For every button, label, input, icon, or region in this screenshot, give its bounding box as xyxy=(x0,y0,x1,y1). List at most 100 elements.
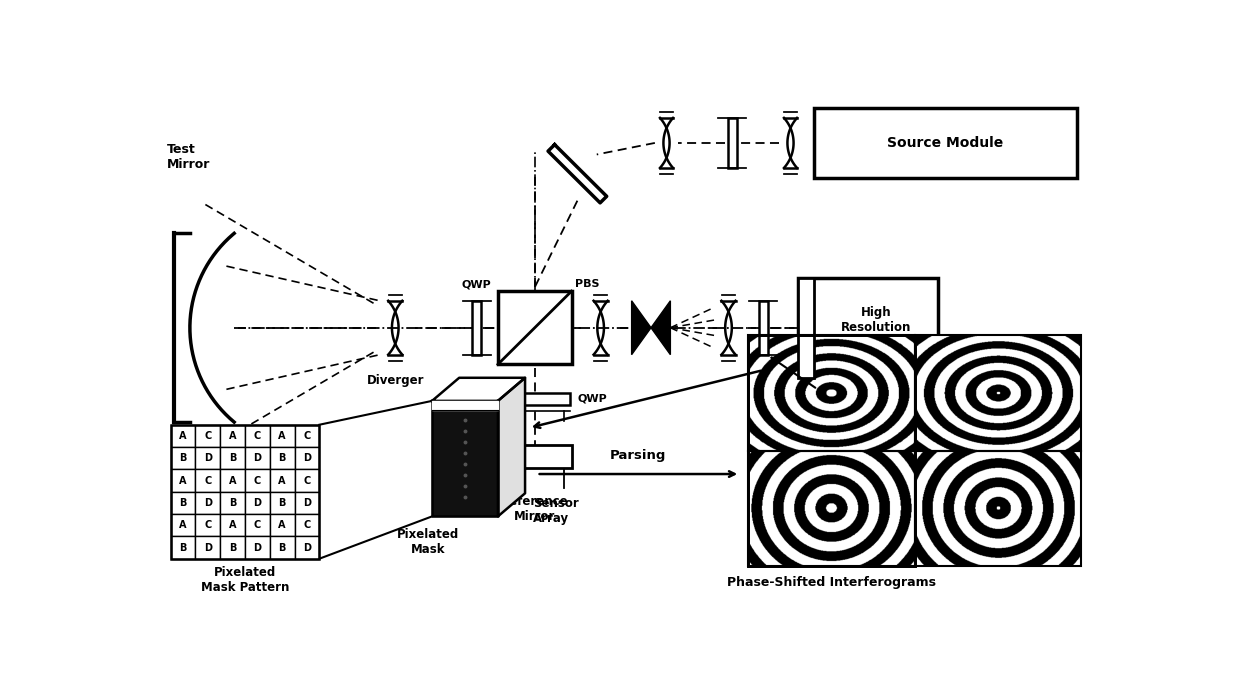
Bar xyxy=(221,492,246,514)
Text: A: A xyxy=(179,475,187,486)
Text: PBS: PBS xyxy=(575,279,600,289)
Polygon shape xyxy=(548,144,606,203)
Bar xyxy=(270,447,295,469)
Bar xyxy=(246,514,270,537)
Bar xyxy=(171,424,320,559)
Text: A: A xyxy=(278,520,286,530)
Bar xyxy=(748,335,915,567)
Bar xyxy=(295,537,320,559)
Bar xyxy=(221,424,246,447)
Bar xyxy=(728,118,737,168)
Bar xyxy=(171,447,196,469)
Bar xyxy=(221,514,246,537)
Text: D: D xyxy=(203,453,212,464)
Bar xyxy=(171,469,196,492)
Bar xyxy=(498,445,572,468)
Bar xyxy=(759,301,768,355)
Text: Pixelated
Mask: Pixelated Mask xyxy=(397,528,459,556)
Bar xyxy=(221,447,246,469)
Bar xyxy=(270,514,295,537)
Bar xyxy=(246,447,270,469)
Text: A: A xyxy=(179,431,187,441)
Polygon shape xyxy=(631,301,651,355)
Text: D: D xyxy=(253,498,262,508)
Text: B: B xyxy=(229,542,236,553)
Bar xyxy=(221,469,246,492)
Bar xyxy=(246,537,270,559)
Text: Pixelated
Mask Pattern: Pixelated Mask Pattern xyxy=(201,567,289,595)
Text: Sensor
Array: Sensor Array xyxy=(533,497,579,525)
Bar xyxy=(295,514,320,537)
Bar xyxy=(196,469,221,492)
Text: C: C xyxy=(304,431,310,441)
Text: Source Module: Source Module xyxy=(888,136,1003,150)
Bar xyxy=(748,335,915,567)
Text: B: B xyxy=(279,542,285,553)
Bar xyxy=(246,424,270,447)
Bar xyxy=(171,537,196,559)
Text: C: C xyxy=(304,475,310,486)
Bar xyxy=(221,537,246,559)
Bar xyxy=(915,451,1081,567)
Bar xyxy=(270,492,295,514)
Text: C: C xyxy=(254,520,260,530)
Text: Phase-Shifted Interferograms: Phase-Shifted Interferograms xyxy=(727,576,936,589)
Text: Test
Mirror: Test Mirror xyxy=(166,143,210,171)
Text: D: D xyxy=(303,453,311,464)
Text: C: C xyxy=(254,431,260,441)
Bar xyxy=(799,277,813,378)
Bar xyxy=(915,335,1081,451)
Polygon shape xyxy=(432,401,498,410)
Bar xyxy=(295,424,320,447)
Text: QWP: QWP xyxy=(461,279,491,289)
Bar xyxy=(500,393,569,405)
Text: D: D xyxy=(253,542,262,553)
Text: High
Resolution
Camera: High Resolution Camera xyxy=(841,306,911,349)
Bar xyxy=(270,537,295,559)
Polygon shape xyxy=(651,301,671,355)
Text: A: A xyxy=(228,475,237,486)
Bar xyxy=(171,492,196,514)
Bar xyxy=(295,447,320,469)
Text: Parsing: Parsing xyxy=(610,450,667,463)
Text: B: B xyxy=(180,542,186,553)
Text: Reference
Mirror: Reference Mirror xyxy=(501,495,569,523)
Text: A: A xyxy=(228,431,237,441)
Text: B: B xyxy=(279,453,285,464)
Bar xyxy=(498,291,572,365)
Bar xyxy=(171,424,196,447)
Text: D: D xyxy=(303,498,311,508)
Bar xyxy=(246,469,270,492)
Bar xyxy=(799,277,937,378)
Bar xyxy=(295,469,320,492)
Bar xyxy=(813,108,1078,178)
Text: Phase-Mask: Phase-Mask xyxy=(821,393,901,406)
Polygon shape xyxy=(432,401,498,516)
Polygon shape xyxy=(498,378,525,516)
Text: QWP: QWP xyxy=(578,394,608,404)
Bar xyxy=(196,447,221,469)
Polygon shape xyxy=(432,378,525,401)
Text: A: A xyxy=(179,520,187,530)
Text: A: A xyxy=(278,431,286,441)
Text: B: B xyxy=(229,498,236,508)
Text: C: C xyxy=(254,475,260,486)
Text: A: A xyxy=(278,475,286,486)
Text: Diverger: Diverger xyxy=(367,374,424,387)
Text: D: D xyxy=(253,453,262,464)
Text: A: A xyxy=(228,520,237,530)
Text: C: C xyxy=(205,520,211,530)
Bar xyxy=(748,335,915,451)
Text: B: B xyxy=(279,498,285,508)
Bar xyxy=(270,469,295,492)
Bar xyxy=(196,492,221,514)
Bar xyxy=(196,424,221,447)
Text: C: C xyxy=(304,520,310,530)
Bar xyxy=(472,301,481,355)
Text: B: B xyxy=(180,453,186,464)
Text: D: D xyxy=(203,498,212,508)
Bar xyxy=(196,537,221,559)
Bar xyxy=(295,492,320,514)
Text: D: D xyxy=(203,542,212,553)
Bar xyxy=(270,424,295,447)
